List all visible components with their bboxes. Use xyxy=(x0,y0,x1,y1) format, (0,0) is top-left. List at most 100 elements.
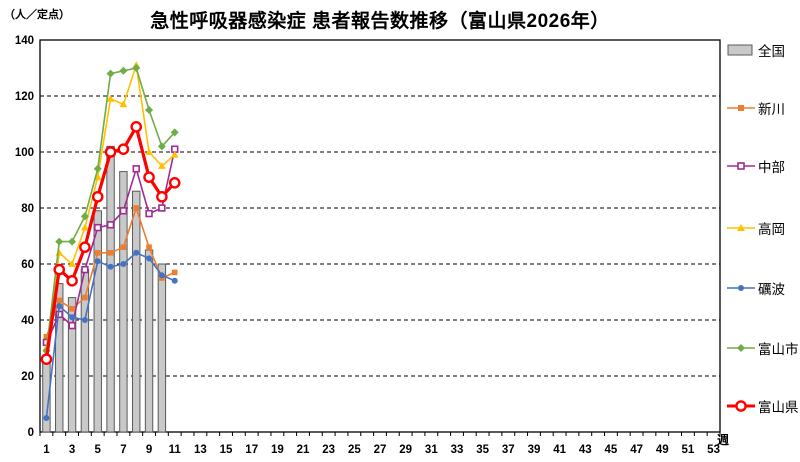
marker-diamond xyxy=(145,106,154,114)
x-tick-label-29: 29 xyxy=(399,444,412,456)
marker-circle xyxy=(69,314,76,321)
marker-circle-open xyxy=(91,190,104,203)
y-tick-label-0: 0 xyxy=(28,427,34,439)
marker-diamond xyxy=(132,64,141,72)
marker-triangle xyxy=(157,162,166,169)
x-tick-label-27: 27 xyxy=(374,444,387,456)
x-tick-label-21: 21 xyxy=(297,444,310,456)
plot-frame xyxy=(39,39,721,433)
y-tick-label-80: 80 xyxy=(21,203,34,215)
marker-diamond xyxy=(170,128,179,137)
x-tick-label-9: 9 xyxy=(146,444,152,456)
marker-circle xyxy=(56,303,63,309)
x-tick-label-19: 19 xyxy=(271,444,284,456)
bar-week-3 xyxy=(67,297,77,433)
marker-circle-open xyxy=(40,353,53,366)
marker-circle-open xyxy=(130,121,143,133)
marker-triangle xyxy=(119,100,128,108)
marker-circle-open xyxy=(156,190,168,203)
marker-circle-open xyxy=(79,241,91,253)
marker-square-open xyxy=(106,221,115,229)
marker-square-open xyxy=(119,207,128,215)
marker-square xyxy=(82,294,88,301)
y-tick-label-60: 60 xyxy=(21,259,34,271)
x-tick-label-25: 25 xyxy=(348,444,361,456)
x-tick-label-13: 13 xyxy=(194,444,207,456)
y-tick-label-20: 20 xyxy=(21,371,34,383)
marker-square-open xyxy=(132,165,140,173)
marker-circle xyxy=(171,277,178,284)
marker-square xyxy=(43,334,50,340)
x-tick-label-35: 35 xyxy=(476,444,489,456)
marker-circle-open xyxy=(66,274,78,287)
bar-week-10 xyxy=(157,263,167,433)
marker-triangle xyxy=(106,94,115,102)
marker-square xyxy=(171,269,178,276)
bar-week-6 xyxy=(106,145,115,433)
x-tick-label-39: 39 xyxy=(528,444,541,456)
x-tick-label-37: 37 xyxy=(502,444,515,456)
marker-square xyxy=(69,306,75,312)
x-tick-label-5: 5 xyxy=(95,444,102,456)
marker-circle-open xyxy=(117,143,130,155)
x-tick-label-1: 1 xyxy=(43,444,50,456)
marker-diamond xyxy=(106,69,115,78)
x-tick-label-7: 7 xyxy=(120,444,126,456)
marker-circle xyxy=(107,263,114,270)
marker-triangle xyxy=(81,223,89,231)
x-tick-label-47: 47 xyxy=(630,444,643,456)
x-tick-label-31: 31 xyxy=(425,444,438,456)
x-axis-unit-label: 週 xyxy=(717,432,729,447)
marker-diamond xyxy=(119,66,128,75)
marker-circle xyxy=(120,261,127,267)
x-tick-label-15: 15 xyxy=(220,444,233,456)
marker-square xyxy=(146,244,152,250)
x-tick-label-43: 43 xyxy=(579,444,592,456)
x-tick-label-49: 49 xyxy=(656,444,669,456)
bar-week-8 xyxy=(132,190,141,433)
marker-diamond xyxy=(157,142,166,151)
marker-circle-open xyxy=(143,171,155,183)
marker-triangle xyxy=(170,150,179,158)
marker-diamond xyxy=(80,212,89,221)
marker-triangle xyxy=(68,260,76,267)
marker-square xyxy=(56,297,63,304)
x-tick-label-3: 3 xyxy=(69,444,75,456)
marker-circle-open xyxy=(104,146,117,158)
bar-week-7 xyxy=(119,171,128,433)
marker-circle xyxy=(81,317,88,323)
marker-circle xyxy=(146,255,153,262)
marker-circle-open xyxy=(168,176,181,189)
marker-triangle xyxy=(145,148,153,155)
marker-square-open xyxy=(145,209,153,218)
x-tick-label-53: 53 xyxy=(707,444,720,456)
x-tick-label-45: 45 xyxy=(605,444,618,456)
marker-square-open xyxy=(94,223,102,232)
marker-square xyxy=(94,250,101,256)
x-tick-label-33: 33 xyxy=(451,444,464,456)
marker-circle xyxy=(94,258,101,265)
x-tick-label-17: 17 xyxy=(245,444,258,456)
marker-circle-open xyxy=(53,263,66,276)
bar-week-4 xyxy=(80,269,90,433)
y-tick-label-100: 100 xyxy=(15,147,34,159)
marker-diamond xyxy=(68,237,77,246)
bar-week-2 xyxy=(55,283,64,433)
marker-square xyxy=(133,205,140,211)
marker-square xyxy=(107,250,114,256)
chart-title: 急性呼吸器感染症 患者報告数推移（富山県2026年） xyxy=(150,11,610,32)
y-axis-unit-label: （人／定点） xyxy=(4,9,70,21)
bar-week-5 xyxy=(93,210,102,433)
marker-square-open xyxy=(158,204,166,212)
marker-square-open xyxy=(81,265,89,274)
x-tick-label-23: 23 xyxy=(322,444,335,456)
marker-circle xyxy=(158,272,165,279)
marker-triangle xyxy=(55,248,64,256)
marker-diamond xyxy=(55,237,64,246)
marker-circle xyxy=(133,249,140,256)
bar-week-9 xyxy=(144,249,154,433)
x-tick-label-51: 51 xyxy=(682,444,695,456)
x-tick-label-41: 41 xyxy=(553,444,566,456)
